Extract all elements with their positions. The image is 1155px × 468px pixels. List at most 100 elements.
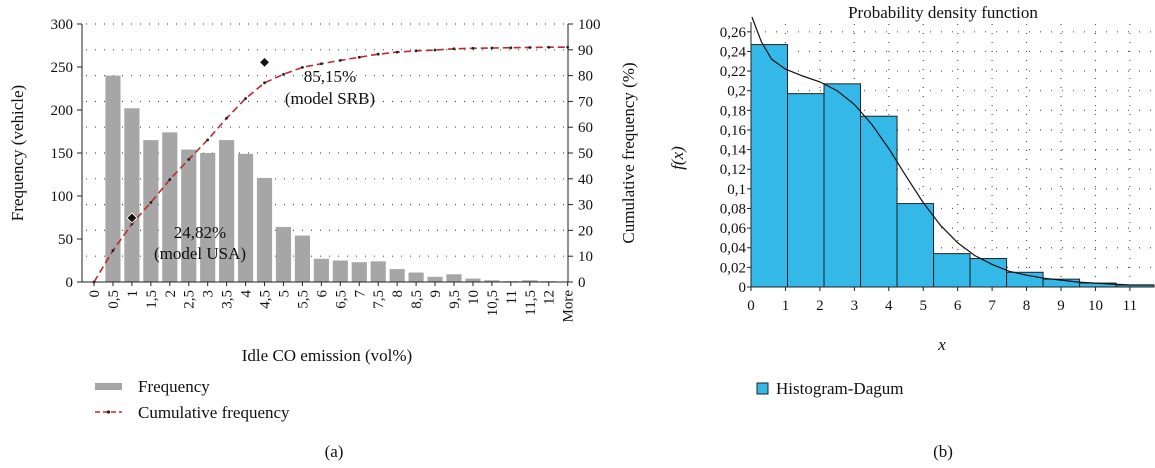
y2-tick-label: 50 <box>578 146 593 162</box>
cumulative-point <box>187 158 191 161</box>
y-tick-label: 50 <box>58 232 73 248</box>
y2-tick-label: 100 <box>578 17 601 33</box>
histogram-bin <box>969 258 1008 288</box>
frequency-bar <box>143 140 159 282</box>
x-tick-label: 11 <box>504 290 520 304</box>
x-axis-label: Idle CO emission (vol%) <box>242 346 412 365</box>
frequency-bar <box>427 276 443 282</box>
y-tick-label: 0,2 <box>727 84 746 100</box>
cumulative-point <box>376 52 380 56</box>
frequency-bar <box>200 153 216 282</box>
x-tick-label: 4,5 <box>258 290 274 309</box>
cumulative-point <box>92 280 96 284</box>
x-tick-label: 7,5 <box>371 290 387 309</box>
legend-label-frequency: Frequency <box>138 377 210 396</box>
frequency-bar <box>162 132 178 282</box>
y-tick-label: 0,22 <box>720 64 746 80</box>
x-tick-label: 2 <box>816 298 824 314</box>
cumulative-point <box>244 97 247 100</box>
frequency-bar <box>124 108 140 282</box>
cumulative-point <box>130 222 134 226</box>
cumulative-point <box>338 58 342 62</box>
y2-tick-label: 40 <box>578 172 593 188</box>
x-tick-label: 0,5 <box>106 290 122 309</box>
x-tick-label: 8,5 <box>409 290 425 309</box>
x-tick-label: 6 <box>954 298 962 314</box>
x-tick-label: 3 <box>851 298 859 314</box>
frequency-bar <box>238 153 254 282</box>
y2-tick-label: 80 <box>578 69 593 85</box>
x-tick-label: 3,5 <box>220 290 236 309</box>
dagum-density-curve <box>751 16 1154 286</box>
x-tick-label: 2,5 <box>182 290 198 309</box>
y2-tick-label: 10 <box>578 249 593 265</box>
frequency-bar <box>389 269 405 282</box>
y-axis-label: f(x) <box>668 146 687 170</box>
frequency-bar <box>465 278 481 282</box>
cumulative-point <box>509 46 513 50</box>
frequency-bar <box>408 272 424 282</box>
annotation-marker-srb <box>258 56 271 68</box>
legend-swatch-cumulative-point <box>106 410 111 414</box>
x-tick-label: 5 <box>919 298 927 314</box>
cumulative-point <box>282 72 285 76</box>
y-tick-label: 0,06 <box>720 221 747 237</box>
histogram-bin <box>787 93 825 288</box>
y-tick-label: 0,02 <box>720 260 746 276</box>
frequency-bar <box>484 280 500 282</box>
x-tick-label: 7 <box>988 298 996 314</box>
legend-label-cumulative: Cumulative frequency <box>138 403 290 422</box>
y-tick-label: 0,26 <box>720 25 747 41</box>
cumulative-point <box>301 65 304 69</box>
cumulative-point <box>225 116 229 120</box>
y-tick-label: 250 <box>51 60 74 76</box>
chart-title: Probability density function <box>848 3 1038 22</box>
frequency-bar <box>181 149 197 282</box>
x-tick-label: 9 <box>1057 298 1065 314</box>
cumulative-point <box>168 178 172 181</box>
x-tick-label: 11 <box>1123 298 1137 314</box>
x-axis-label: x <box>937 335 946 354</box>
frequency-bar <box>370 261 386 282</box>
frequency-bar <box>351 262 367 282</box>
panel-label-b: (b) <box>933 442 953 461</box>
histogram-bin <box>896 203 935 288</box>
x-tick-label: More <box>561 290 577 323</box>
y-tick-label: 150 <box>51 146 74 162</box>
x-tick-label: 9 <box>428 290 444 298</box>
x-tick-label: 5 <box>276 290 292 298</box>
histogram-bin <box>860 115 898 288</box>
cumulative-point <box>263 81 266 85</box>
cumulative-frequency-line <box>93 46 568 283</box>
annotation-usa-value: 24,82% <box>174 223 226 242</box>
y2-tick-label: 70 <box>578 94 593 110</box>
y2-tick-label: 20 <box>578 223 593 239</box>
y-tick-label: 0,1 <box>727 182 746 198</box>
x-tick-label: 0 <box>87 290 103 298</box>
cumulative-point <box>149 201 153 204</box>
frequency-bar <box>219 140 235 282</box>
x-tick-label: 1 <box>782 298 790 314</box>
cumulative-point <box>566 45 570 49</box>
annotation-marker-usa <box>126 212 138 224</box>
y-tick-label: 0,24 <box>720 44 747 60</box>
annotation-usa-model: (model USA) <box>154 244 246 263</box>
frequency-bar <box>105 75 121 282</box>
x-tick-label: 4 <box>885 298 893 314</box>
legend-swatch-histogram <box>756 382 769 395</box>
y2-tick-label: 60 <box>578 120 593 136</box>
frequency-bar <box>332 260 348 282</box>
y2-tick-label: 90 <box>578 43 593 59</box>
y2-tick-label: 0 <box>578 275 586 291</box>
y-axis-label: Frequency (vehicle) <box>8 85 27 221</box>
x-tick-label: 9,5 <box>447 290 463 309</box>
cumulative-point <box>490 46 494 50</box>
y-tick-label: 0,16 <box>720 123 747 139</box>
x-tick-label: 12 <box>542 290 558 305</box>
y2-tick-label: 30 <box>578 198 593 214</box>
cumulative-point <box>528 46 532 49</box>
legend-label-histogram: Histogram-Dagum <box>776 379 903 398</box>
cumulative-point <box>357 55 361 59</box>
annotation-srb-value: 85,15% <box>304 67 356 86</box>
